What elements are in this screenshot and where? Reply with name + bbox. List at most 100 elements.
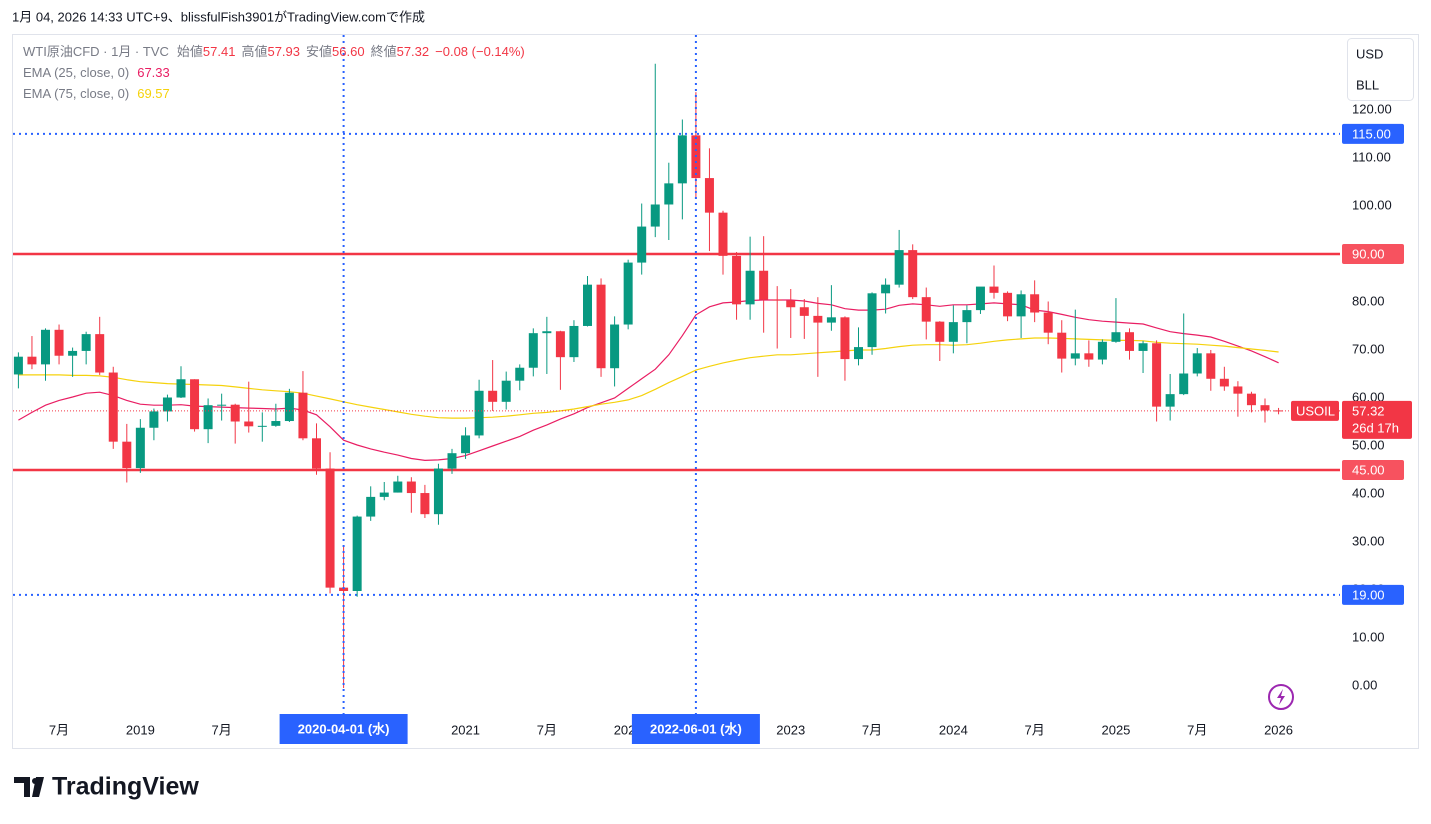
candle-body — [921, 297, 931, 322]
price-label: 90.00 — [1352, 246, 1385, 261]
ema-line — [18, 299, 1279, 462]
y-tick-label: 40.00 — [1352, 485, 1385, 500]
candle-body — [81, 334, 91, 351]
candle-body — [203, 405, 213, 430]
candle-body — [325, 468, 335, 588]
y-tick-label: 50.00 — [1352, 437, 1385, 452]
currency: USD — [1356, 46, 1383, 61]
candle-body — [135, 427, 145, 469]
candle-body — [190, 379, 200, 430]
candle-body — [461, 435, 471, 454]
candle-body — [162, 397, 172, 412]
legend-indicator: EMA (75, close, 0) 69.57 — [23, 86, 170, 101]
candle-body — [623, 262, 633, 325]
x-tick-label: 2026 — [1264, 722, 1293, 737]
candle-body — [528, 333, 538, 368]
price-label: 115.00 — [1352, 126, 1391, 141]
candle-body — [474, 390, 484, 436]
y-tick-label: 30.00 — [1352, 533, 1385, 548]
candle-body — [488, 390, 498, 402]
candle-body — [176, 379, 186, 398]
candle-body — [1097, 341, 1107, 360]
candle-body — [54, 329, 64, 356]
candle-body — [881, 284, 891, 294]
candle-body — [122, 441, 132, 469]
candle-body — [420, 493, 430, 515]
candle-body — [1206, 353, 1216, 379]
candle-body — [840, 317, 850, 360]
candle-body — [27, 356, 37, 365]
x-tick-label: 7月 — [1187, 722, 1207, 737]
candle-body — [677, 135, 687, 184]
y-tick-label: 100.00 — [1352, 197, 1392, 212]
price-label-box — [1342, 584, 1404, 605]
candle-body — [664, 183, 674, 205]
candle-body — [1043, 312, 1053, 333]
x-tick-label: 7月 — [1025, 722, 1045, 737]
y-tick-label: 110.00 — [1352, 149, 1391, 164]
candle-body — [312, 438, 321, 469]
y-tick-label: 70.00 — [1352, 341, 1385, 356]
candle-body — [745, 270, 755, 305]
plot: 0.0010.0020.0030.0040.0050.0060.0070.008… — [13, 35, 1412, 744]
credit: 1月 04, 2026 14:33 UTC+9、blissfulFish3901… — [12, 9, 425, 24]
candle-body — [1246, 393, 1256, 406]
candle-body — [352, 516, 362, 591]
candle-body — [826, 317, 836, 323]
candle-body — [257, 425, 267, 427]
candle-body — [284, 392, 294, 422]
x-tick-label: 7月 — [537, 722, 557, 737]
candle-body — [1179, 373, 1189, 395]
candle-body — [894, 250, 904, 285]
ema-line — [18, 337, 1279, 419]
chart-frame — [12, 34, 1419, 749]
candle-body — [447, 453, 457, 469]
x-tick-label: 2025 — [1101, 722, 1130, 737]
candle-body — [1274, 410, 1284, 412]
candle-body — [41, 329, 50, 365]
candle-body — [1070, 353, 1080, 359]
candle-body — [1084, 353, 1094, 360]
indicator-name: EMA (25, close, 0) — [23, 65, 129, 80]
candle-body — [108, 372, 118, 442]
legend-item-name: 終値 — [371, 44, 397, 59]
indicator-value: 67.33 — [137, 65, 170, 80]
candle-body — [569, 325, 579, 358]
candle-body — [68, 350, 78, 356]
candle-body — [366, 496, 376, 517]
date-label: 2020-04-01 (水) — [298, 721, 390, 736]
x-tick-label: 2023 — [776, 722, 805, 737]
y-tick-label: 10.00 — [1352, 629, 1385, 644]
y-tick-label: 60.00 — [1352, 389, 1385, 404]
x-tick-label: 7月 — [212, 722, 232, 737]
logo: TradingView — [14, 773, 199, 801]
candle-body — [230, 404, 240, 422]
indicator-name: EMA (75, close, 0) — [23, 86, 129, 101]
symbol-label: USOIL — [1296, 403, 1335, 418]
legend-change: −0.08 (−0.14%) — [435, 44, 525, 59]
candle-body — [962, 310, 972, 323]
price-label: 19.00 — [1352, 587, 1385, 602]
candle-body — [555, 331, 565, 358]
x-tick-label: 2024 — [939, 722, 968, 737]
alert-icon[interactable] — [1268, 684, 1294, 710]
candle-body — [908, 250, 918, 298]
legend-indicator: EMA (25, close, 0) 67.33 — [23, 65, 170, 80]
candle-body — [339, 587, 349, 591]
logo-text: TradingView — [52, 773, 199, 801]
candle-body — [854, 347, 863, 360]
candle-body — [393, 481, 403, 493]
candle-body — [379, 492, 389, 497]
candle-body — [975, 286, 985, 311]
last-price-box — [1342, 400, 1412, 439]
x-tick-label: 7月 — [49, 722, 69, 737]
x-tick-label: 7月 — [862, 722, 882, 737]
candle-body — [406, 481, 416, 494]
candle-body — [244, 421, 254, 427]
candle-body — [732, 255, 742, 305]
candle-body — [718, 212, 728, 256]
candle-body — [935, 321, 945, 342]
countdown-label: 26d 17h — [1352, 420, 1399, 435]
